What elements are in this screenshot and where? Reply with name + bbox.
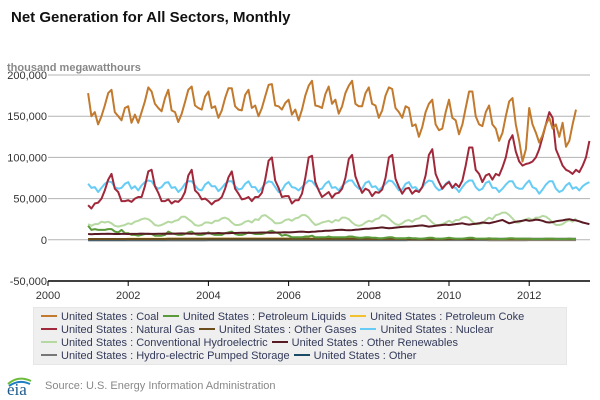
legend-item[interactable]: United States : Petroleum Liquids bbox=[162, 311, 347, 324]
legend-item[interactable]: United States : Hydro-electric Pumped St… bbox=[41, 350, 290, 363]
legend-swatch bbox=[41, 341, 57, 344]
legend-label: United States : Petroleum Liquids bbox=[182, 311, 347, 323]
legend-swatch bbox=[41, 328, 57, 331]
legend-swatch bbox=[271, 341, 288, 344]
series-line-natural-gas bbox=[87, 111, 591, 210]
legend-label: United States : Other Gases bbox=[218, 324, 357, 336]
legend-label: United States : Other Renewables bbox=[291, 337, 458, 349]
y-tick-label: 150,000 bbox=[7, 111, 47, 123]
legend-item[interactable]: United States : Other bbox=[293, 350, 417, 363]
source-note: Source: U.S. Energy Information Administ… bbox=[45, 380, 276, 392]
series-line-petroleum-liquids bbox=[87, 225, 576, 240]
legend-item[interactable]: United States : Nuclear bbox=[360, 324, 494, 337]
y-tick-label: 100,000 bbox=[7, 152, 47, 164]
y-tick-label: 200,000 bbox=[7, 70, 47, 82]
legend-label: United States : Petroleum Coke bbox=[370, 311, 525, 323]
legend-swatch bbox=[360, 328, 377, 331]
y-axis-unit-label: thousand megawatthours bbox=[7, 62, 141, 74]
x-tick-label: 2006 bbox=[276, 290, 300, 302]
legend-row: United States : Conventional Hydroelectr… bbox=[41, 337, 566, 350]
legend-item[interactable]: United States : Coal bbox=[41, 311, 159, 324]
x-tick-label: 2010 bbox=[437, 290, 461, 302]
legend-item[interactable]: United States : Other Gases bbox=[198, 324, 357, 337]
legend-item[interactable]: United States : Conventional Hydroelectr… bbox=[41, 337, 268, 350]
legend-label: United States : Nuclear bbox=[380, 324, 494, 336]
legend-item[interactable]: United States : Other Renewables bbox=[271, 337, 458, 350]
legend-swatch bbox=[41, 354, 57, 357]
legend-label: United States : Hydro-electric Pumped St… bbox=[61, 350, 290, 362]
series-line-nuclear bbox=[87, 179, 590, 195]
series-line-coal bbox=[87, 79, 577, 163]
legend-row: United States : Hydro-electric Pumped St… bbox=[41, 350, 566, 363]
x-tick-label: 2000 bbox=[36, 290, 60, 302]
legend-label: United States : Natural Gas bbox=[61, 324, 195, 336]
legend-label: United States : Conventional Hydroelectr… bbox=[61, 337, 268, 349]
legend-row: United States : Natural Gas United States… bbox=[41, 324, 566, 337]
legend-swatch bbox=[293, 354, 310, 357]
series-line-conventional-hydroelectric bbox=[87, 211, 577, 228]
legend-swatch bbox=[350, 315, 367, 318]
y-tick-label: 50,000 bbox=[13, 194, 47, 206]
legend-row: United States : Coal United States : Petr… bbox=[41, 311, 566, 324]
logo-text: eia bbox=[7, 380, 27, 399]
y-tick-label: 0 bbox=[41, 235, 47, 247]
legend-swatch bbox=[198, 328, 215, 331]
legend-item[interactable]: United States : Petroleum Coke bbox=[350, 311, 524, 324]
legend-swatch bbox=[41, 315, 57, 318]
legend-swatch bbox=[162, 315, 179, 318]
chart-plot: 200,000 150,000 100,000 50,000 0 -50,000 2000 2… bbox=[7, 70, 591, 302]
y-tick-label: -50,000 bbox=[10, 276, 47, 288]
x-tick-label: 2012 bbox=[517, 290, 541, 302]
chart-title: Net Generation for All Sectors, Monthly bbox=[11, 9, 291, 26]
x-tick-label: 2008 bbox=[357, 290, 381, 302]
x-tick-label: 2004 bbox=[196, 290, 220, 302]
eia-logo-icon: eia bbox=[5, 376, 35, 399]
chart-legend: United States : Coal United States : Petr… bbox=[33, 307, 567, 365]
x-tick-label: 2002 bbox=[116, 290, 140, 302]
legend-label: United States : Other bbox=[313, 350, 417, 362]
series-line-other-renewables bbox=[88, 218, 590, 236]
legend-label: United States : Coal bbox=[61, 311, 159, 323]
legend-item[interactable]: United States : Natural Gas bbox=[41, 324, 195, 337]
